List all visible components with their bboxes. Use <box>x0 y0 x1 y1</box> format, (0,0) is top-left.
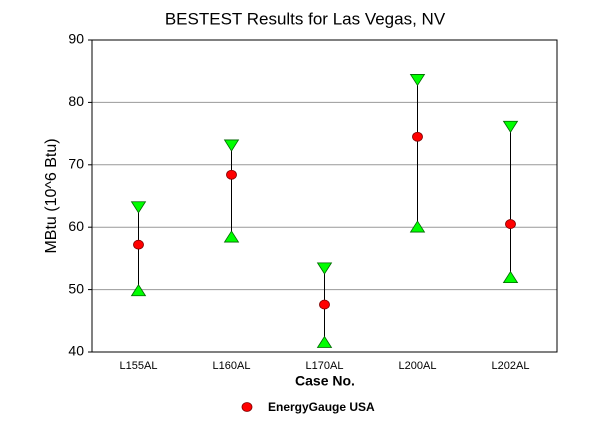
legend-marker <box>241 402 253 412</box>
y-tick-label: 60 <box>68 218 84 234</box>
range-low <box>409 220 426 233</box>
y-tick-label: 80 <box>68 93 84 109</box>
x-axis-label: Case No. <box>295 373 355 389</box>
y-tick-label: 40 <box>68 343 84 359</box>
x-tick-label: L170AL <box>306 360 344 372</box>
range-low <box>502 270 519 284</box>
y-tick-label: 50 <box>68 280 84 296</box>
x-tick-label: L202AL <box>492 360 530 372</box>
range-high <box>502 120 519 133</box>
range-low <box>130 283 147 297</box>
range-low <box>223 230 240 243</box>
plot-frame <box>91 39 558 353</box>
point <box>133 239 144 250</box>
x-tick-label: L155AL <box>120 360 158 372</box>
point <box>319 299 330 310</box>
range-high <box>223 139 240 152</box>
range-high <box>409 74 426 87</box>
range-low <box>316 335 333 348</box>
point <box>505 219 516 229</box>
point <box>412 131 423 142</box>
point <box>226 169 237 180</box>
x-tick-label: L160AL <box>213 360 251 372</box>
range-high <box>130 201 147 214</box>
range-high <box>316 262 333 275</box>
x-tick-label: L200AL <box>399 360 437 372</box>
y-tick-label: 70 <box>68 156 84 172</box>
y-axis-label: MBtu (10^6 Btu) <box>43 138 60 253</box>
legend-label: EnergyGauge USA <box>268 400 375 414</box>
chart-title: BESTEST Results for Las Vegas, NV <box>165 9 446 28</box>
y-tick-label: 90 <box>68 31 84 47</box>
